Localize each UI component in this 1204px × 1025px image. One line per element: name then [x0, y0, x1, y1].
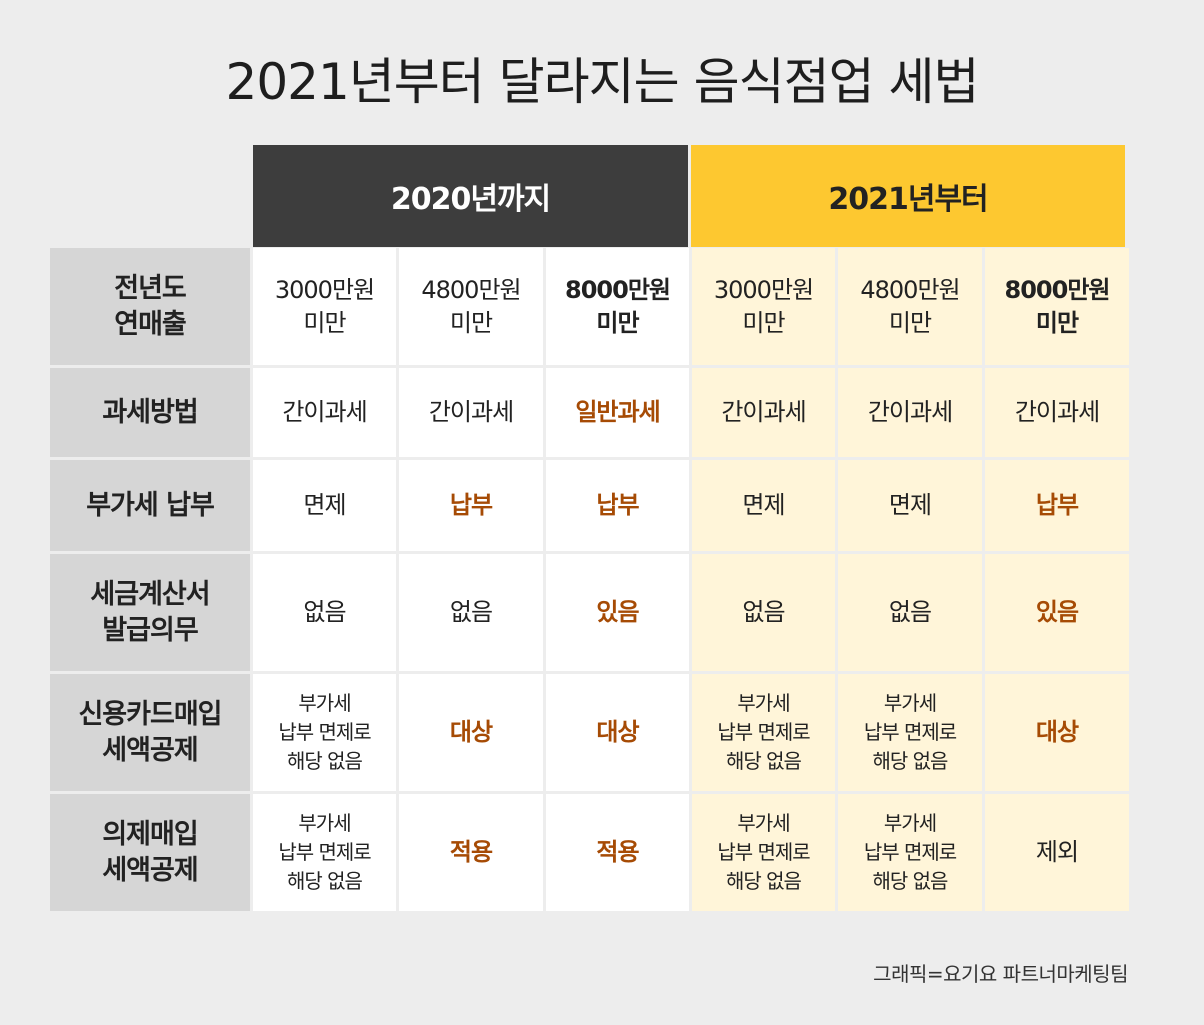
table-cell-highlight: 있음 [985, 554, 1129, 671]
table-cell: 부가세 납부 면제로 해당 없음 [692, 674, 835, 791]
row-label-tax-method: 과세방법 [50, 368, 250, 457]
page-title: 2021년부터 달라지는 음식점업 세법 [225, 53, 980, 111]
table-cell-highlight: 납부 [985, 460, 1129, 551]
column-header-2020: 2020년까지 [253, 145, 688, 247]
table-cell: 부가세 납부 면제로 해당 없음 [692, 794, 835, 911]
tax-comparison-table: 전년도 연매출 3000만원 미만 4800만원 미만 8000만원 미만 30… [50, 248, 1129, 911]
table-cell: 부가세 납부 면제로 해당 없음 [838, 794, 982, 911]
table-cell-highlight: 적용 [399, 794, 543, 911]
table-cell: 8000만원 미만 [985, 248, 1129, 365]
row-label-tax-invoice: 세금계산서 발급의무 [50, 554, 250, 671]
table-cell: 없음 [399, 554, 543, 671]
table-cell: 부가세 납부 면제로 해당 없음 [838, 674, 982, 791]
table-cell-highlight: 납부 [546, 460, 689, 551]
table-cell: 부가세 납부 면제로 해당 없음 [253, 794, 396, 911]
table-cell: 면제 [692, 460, 835, 551]
table-cell: 4800만원 미만 [399, 248, 543, 365]
table-cell: 간이과세 [985, 368, 1129, 457]
table-cell: 면제 [838, 460, 982, 551]
table-cell: 없음 [838, 554, 982, 671]
table-cell-highlight: 적용 [546, 794, 689, 911]
row-label-card-deduction: 신용카드매입 세액공제 [50, 674, 250, 791]
table-cell-highlight: 대상 [399, 674, 543, 791]
table-cell: 없음 [692, 554, 835, 671]
table-cell: 간이과세 [253, 368, 396, 457]
graphic-credit: 그래픽=요기요 파트너마케팅팀 [873, 962, 1128, 986]
table-cell-highlight: 일반과세 [546, 368, 689, 457]
table-cell: 3000만원 미만 [253, 248, 396, 365]
table-cell: 없음 [253, 554, 396, 671]
table-cell: 8000만원 미만 [546, 248, 689, 365]
row-label-vat-payment: 부가세 납부 [50, 460, 250, 551]
table-cell: 4800만원 미만 [838, 248, 982, 365]
table-cell-highlight: 대상 [546, 674, 689, 791]
column-header-2021: 2021년부터 [691, 145, 1125, 247]
table-cell: 3000만원 미만 [692, 248, 835, 365]
table-cell-highlight: 대상 [985, 674, 1129, 791]
table-cell: 간이과세 [692, 368, 835, 457]
row-label-revenue: 전년도 연매출 [50, 248, 250, 365]
row-label-deemed-deduction: 의제매입 세액공제 [50, 794, 250, 911]
table-cell: 제외 [985, 794, 1129, 911]
table-cell: 부가세 납부 면제로 해당 없음 [253, 674, 396, 791]
table-cell-highlight: 있음 [546, 554, 689, 671]
table-cell: 면제 [253, 460, 396, 551]
table-cell-highlight: 납부 [399, 460, 543, 551]
table-cell: 간이과세 [399, 368, 543, 457]
table-cell: 간이과세 [838, 368, 982, 457]
